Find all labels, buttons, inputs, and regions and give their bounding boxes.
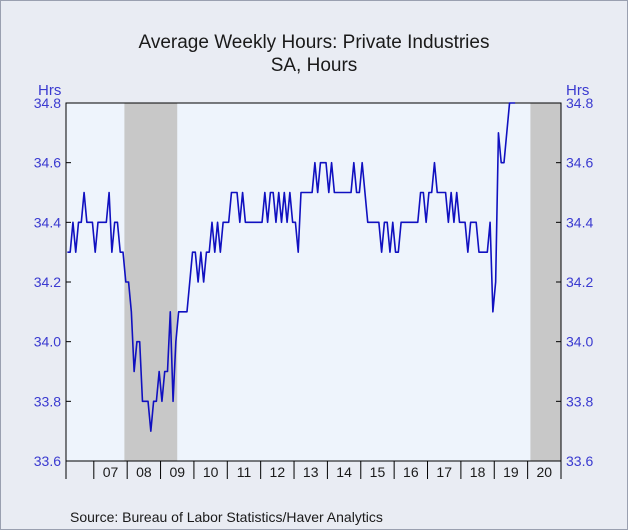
y-tick-label-left: 34.0 [34,334,61,350]
y-tick-label-left: 33.8 [34,393,61,409]
x-tick-label: 19 [503,464,519,480]
x-tick-label: 16 [403,464,419,480]
y-tick-label-right: 34.6 [566,155,593,171]
recession-band-1 [124,103,178,461]
y-tick-label-right: 33.8 [566,393,593,409]
x-tick-label: 17 [436,464,452,480]
x-tick-label: 15 [370,464,386,480]
series-line-1 [67,102,516,432]
x-tick-label: 07 [103,464,119,480]
y-tick-label-left: 34.8 [34,95,61,111]
x-tick-label: 13 [303,464,319,480]
right-axis-unit: Hrs [566,82,590,99]
x-tick-label: 11 [237,464,252,480]
y-tick-label-right: 34.8 [566,95,593,111]
recession-band-2 [530,103,561,461]
x-tick-label: 09 [169,464,185,480]
source-note: Source: Bureau of Labor Statistics/Haver… [70,509,383,525]
y-tick-label-right: 33.6 [566,453,593,469]
y-tick-label-left: 34.4 [34,214,61,230]
left-axis-unit: Hrs [38,82,62,99]
x-tick-label: 12 [270,464,286,480]
x-tick-label: 08 [136,464,152,480]
y-tick-label-right: 34.2 [566,274,593,290]
x-tick-label: 20 [537,464,553,480]
y-tick-label-right: 34.0 [566,334,593,350]
x-tick-label: 18 [470,464,486,480]
chart-subtitle: SA, Hours [270,55,358,76]
y-tick-label-left: 34.2 [34,274,61,290]
y-tick-label-right: 34.4 [566,214,593,230]
x-tick-label: 14 [336,464,352,480]
y-tick-label-left: 33.6 [34,453,61,469]
y-tick-label-left: 34.6 [34,155,61,171]
chart-title: Average Weekly Hours: Private Industries [138,32,490,53]
x-tick-label: 10 [203,464,219,480]
